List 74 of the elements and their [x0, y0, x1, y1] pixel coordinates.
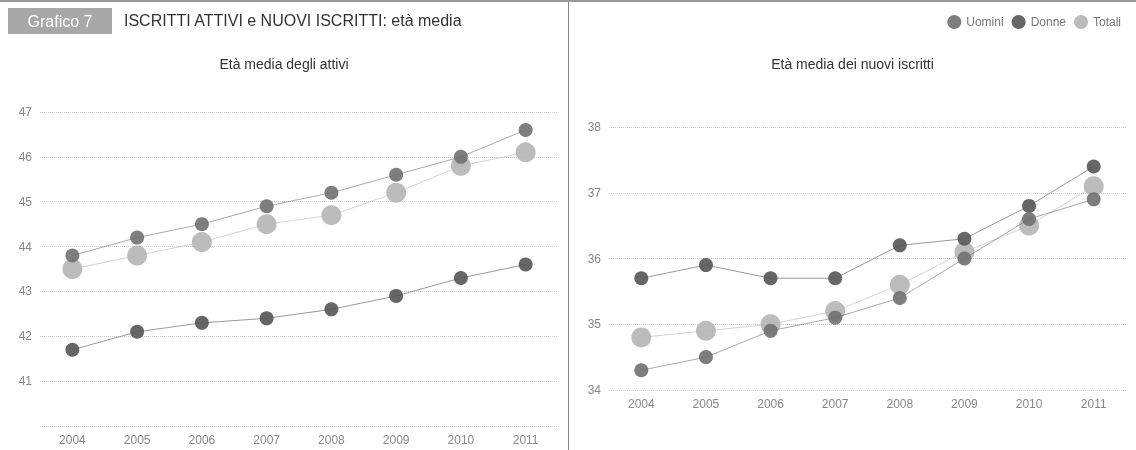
x-tick-label: 2010: [447, 433, 475, 447]
x-tick-label: 2011: [1080, 397, 1107, 411]
point: [828, 271, 843, 286]
legend-label: Uomini: [966, 15, 1004, 29]
point: [634, 271, 649, 286]
y-tick-label: 34: [587, 383, 602, 397]
point: [62, 259, 83, 279]
point: [695, 320, 716, 341]
point: [453, 270, 468, 285]
y-tick-label: 36: [587, 251, 602, 266]
point: [515, 142, 536, 163]
text: Grafico 7: [27, 12, 93, 30]
x-tick-label: 2009: [951, 397, 979, 411]
x-tick-label: 2008: [318, 433, 346, 447]
point: [889, 274, 910, 295]
point: [130, 324, 145, 339]
point: [324, 185, 339, 200]
point: [130, 230, 145, 245]
point: [259, 311, 274, 326]
point: [1083, 176, 1104, 197]
point: [389, 288, 404, 303]
x-tick-label: 2007: [821, 397, 849, 411]
x-tick-label: 2008: [886, 397, 914, 411]
point: [631, 327, 652, 348]
point: [65, 342, 80, 357]
x-tick-label: 2006: [188, 433, 216, 447]
x-tick-label: 2005: [692, 397, 720, 411]
point: [1086, 192, 1101, 207]
legend-label: Totali: [1092, 15, 1121, 29]
point: [892, 238, 907, 253]
point: [386, 182, 407, 203]
point: [389, 167, 404, 182]
y-tick-label: 43: [18, 284, 33, 299]
text: ISCRITTI ATTIVI e NUOVI ISCRITTI: età media: [124, 11, 462, 29]
point: [698, 350, 713, 365]
point: [256, 214, 277, 235]
point: [259, 199, 274, 214]
y-tick-label: 37: [587, 185, 602, 200]
y-tick-label: 42: [18, 329, 33, 344]
y-tick-label: 45: [18, 194, 33, 209]
y-tick-label: 47: [18, 105, 33, 119]
y-tick-label: 35: [587, 317, 602, 332]
x-tick-label: 2009: [382, 433, 410, 447]
point: [127, 245, 148, 266]
point: [324, 302, 339, 317]
point: [763, 271, 778, 286]
x-tick-label: 2004: [627, 397, 655, 411]
point: [321, 205, 342, 226]
point: [194, 315, 209, 330]
x-tick-label: 2010: [1015, 397, 1043, 411]
point: [698, 258, 713, 273]
x-tick-label: 2005: [123, 433, 151, 447]
point: [191, 232, 212, 253]
point: [1022, 198, 1037, 213]
point: [892, 290, 907, 305]
point: [194, 217, 209, 232]
y-tick-label: 41: [18, 374, 33, 389]
legend-label: Donne: [1030, 15, 1067, 29]
point: [518, 122, 533, 137]
point: [957, 231, 972, 246]
point: [634, 363, 649, 378]
chart-title: Età media degli attivi: [219, 56, 349, 72]
point: [65, 248, 80, 263]
point: [1086, 159, 1101, 174]
y-tick-label: 44: [18, 239, 33, 254]
y-tick-label: 38: [587, 120, 602, 134]
x-tick-label: 2011: [512, 433, 539, 447]
point: [453, 149, 468, 164]
chart-title: Età media dei nuovi iscritti: [771, 56, 934, 72]
y-tick-label: 46: [18, 149, 33, 164]
x-tick-label: 2006: [757, 397, 785, 411]
point: [518, 257, 533, 272]
x-tick-label: 2004: [59, 433, 87, 447]
x-tick-label: 2007: [253, 433, 281, 447]
